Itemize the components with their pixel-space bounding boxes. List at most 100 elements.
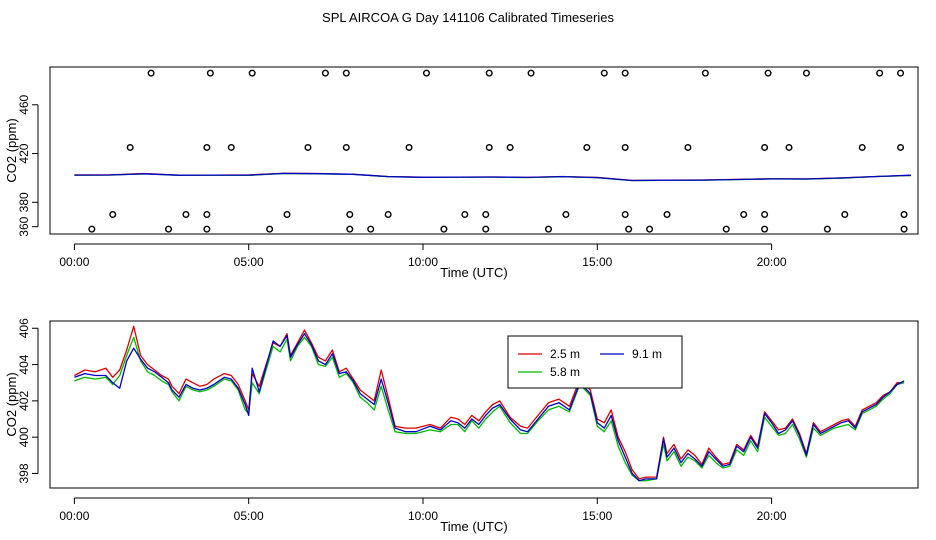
data-point-marker bbox=[900, 210, 908, 218]
data-point-marker bbox=[544, 225, 552, 233]
data-point-marker bbox=[701, 69, 709, 77]
data-point-marker bbox=[562, 210, 570, 218]
data-point-marker bbox=[266, 225, 274, 233]
legend-label: 2.5 m bbox=[550, 347, 580, 361]
data-point-marker bbox=[663, 210, 671, 218]
y-tick-label: 402 bbox=[17, 391, 31, 411]
data-point-marker bbox=[621, 69, 629, 77]
data-point-marker bbox=[485, 143, 493, 151]
data-point-marker bbox=[876, 69, 884, 77]
data-point-marker bbox=[126, 143, 134, 151]
x-tick-label: 20:00 bbox=[757, 509, 787, 523]
data-point-marker bbox=[858, 143, 866, 151]
x-axis-label: Time (UTC) bbox=[440, 265, 507, 280]
legend: 2.5 m 5.8 m 9.1 m bbox=[507, 335, 683, 389]
data-point-marker bbox=[346, 210, 354, 218]
data-point-marker bbox=[405, 143, 413, 151]
data-point-marker bbox=[740, 210, 748, 218]
data-point-marker bbox=[165, 225, 173, 233]
data-point-marker bbox=[440, 225, 448, 233]
x-tick-label: 05:00 bbox=[234, 509, 264, 523]
x-tick-label: 10:00 bbox=[408, 509, 438, 523]
data-point-marker bbox=[384, 210, 392, 218]
data-point-marker bbox=[897, 143, 905, 151]
y-tick-label: 360 bbox=[17, 216, 31, 236]
x-axis-label: Time (UTC) bbox=[440, 519, 507, 534]
legend-label: 9.1 m bbox=[632, 347, 662, 361]
data-point-marker bbox=[823, 225, 831, 233]
y-axis-label: CO2 (ppm) bbox=[4, 372, 19, 436]
legend-label: 5.8 m bbox=[550, 365, 580, 379]
data-point-marker bbox=[621, 210, 629, 218]
data-point-marker bbox=[461, 210, 469, 218]
y-tick-label: 404 bbox=[17, 354, 31, 374]
x-tick-label: 10:00 bbox=[408, 255, 438, 269]
x-tick-label: 00:00 bbox=[59, 255, 89, 269]
data-point-marker bbox=[646, 225, 654, 233]
data-point-marker bbox=[88, 225, 96, 233]
data-point-marker bbox=[482, 225, 490, 233]
data-point-marker bbox=[248, 69, 256, 77]
data-point-marker bbox=[621, 143, 629, 151]
x-tick-label: 00:00 bbox=[59, 509, 89, 523]
y-axis-label: CO2 (ppm) bbox=[4, 118, 19, 182]
data-point-marker bbox=[367, 225, 375, 233]
data-point-marker bbox=[321, 69, 329, 77]
data-point-marker bbox=[897, 69, 905, 77]
x-tick-label: 20:00 bbox=[757, 255, 787, 269]
x-tick-label: 15:00 bbox=[582, 255, 612, 269]
y-tick-label: 380 bbox=[17, 192, 31, 212]
y-tick-label: 400 bbox=[17, 427, 31, 447]
data-point-marker bbox=[600, 69, 608, 77]
data-point-marker bbox=[203, 210, 211, 218]
series-line-91m bbox=[74, 333, 905, 482]
data-point-marker bbox=[109, 210, 117, 218]
data-point-marker bbox=[764, 69, 772, 77]
series-line-58m bbox=[74, 336, 905, 482]
y-tick-label: 398 bbox=[17, 463, 31, 483]
data-point-marker bbox=[900, 225, 908, 233]
series-line-91m bbox=[74, 172, 912, 182]
bottom-panel: 00:00 05:00 10:00 15:00 20:00 398 400 402 404 406… bbox=[4, 318, 919, 534]
x-tick-label: 15:00 bbox=[582, 509, 612, 523]
data-point-marker bbox=[841, 210, 849, 218]
x-tick-label: 05:00 bbox=[234, 255, 264, 269]
data-point-marker bbox=[625, 225, 633, 233]
data-point-marker bbox=[722, 225, 730, 233]
data-point-marker bbox=[203, 225, 211, 233]
data-point-marker bbox=[506, 143, 514, 151]
data-point-marker bbox=[761, 225, 769, 233]
y-tick-label: 406 bbox=[17, 318, 31, 338]
data-point-marker bbox=[785, 143, 793, 151]
top-panel-plot-frame bbox=[49, 66, 919, 235]
legend-box bbox=[507, 335, 683, 389]
data-point-marker bbox=[583, 143, 591, 151]
data-point-marker bbox=[684, 143, 692, 151]
data-point-marker bbox=[342, 69, 350, 77]
data-point-marker bbox=[761, 143, 769, 151]
y-tick-label: 460 bbox=[17, 94, 31, 114]
data-point-marker bbox=[227, 143, 235, 151]
top-panel: 00:00 05:00 10:00 15:00 20:00 360 380 420 460 Tim… bbox=[4, 66, 919, 280]
data-point-marker bbox=[485, 69, 493, 77]
y-tick-label: 420 bbox=[17, 143, 31, 163]
data-point-marker bbox=[802, 69, 810, 77]
data-point-marker bbox=[482, 210, 490, 218]
data-point-marker bbox=[527, 69, 535, 77]
data-point-marker bbox=[422, 69, 430, 77]
top-panel-series-group bbox=[74, 172, 912, 182]
data-point-marker bbox=[283, 210, 291, 218]
data-point-marker bbox=[147, 69, 155, 77]
data-point-marker bbox=[206, 69, 214, 77]
data-point-marker bbox=[304, 143, 312, 151]
data-point-marker bbox=[346, 225, 354, 233]
data-point-marker bbox=[182, 210, 190, 218]
chart-title: SPL AIRCOA G Day 141106 Calibrated Times… bbox=[322, 10, 614, 25]
data-point-marker bbox=[761, 210, 769, 218]
bottom-panel-series-group bbox=[74, 325, 905, 482]
bottom-panel-plot-frame bbox=[49, 320, 919, 489]
data-point-marker bbox=[342, 143, 350, 151]
series-line-25m bbox=[74, 325, 905, 480]
